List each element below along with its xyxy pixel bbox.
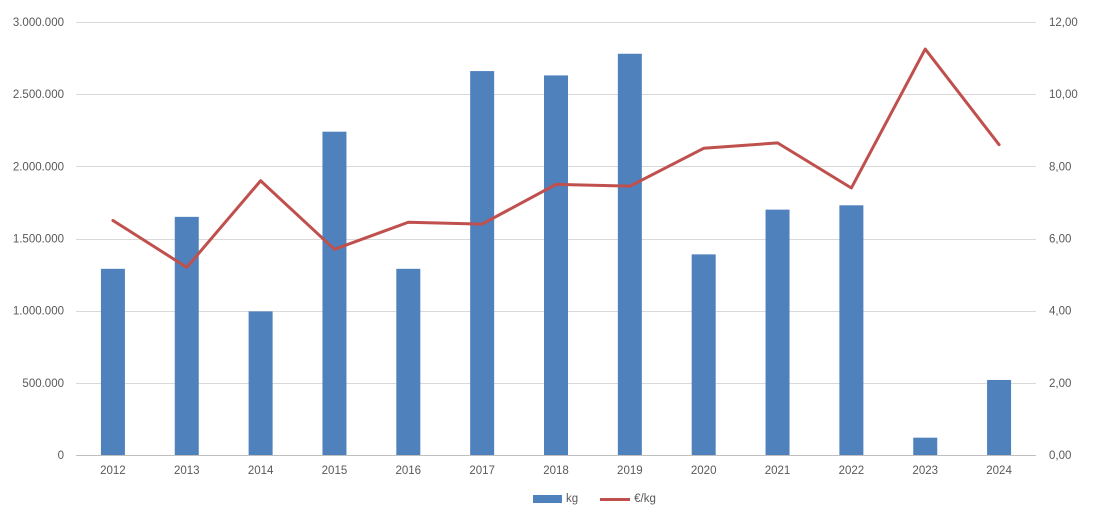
bar-2024 xyxy=(987,379,1012,455)
y-axis-right-tick-label: 6,00 xyxy=(1049,234,1071,246)
y-axis-left-tick-label: 500.000 xyxy=(22,378,64,390)
y-axis-left-tick-label: 2.500.000 xyxy=(13,89,64,101)
y-axis-left-tick-label: 2.000.000 xyxy=(13,161,64,173)
legend-item-kg: kg xyxy=(533,493,578,505)
x-axis-tick-label: 2022 xyxy=(839,465,865,477)
bar-2018 xyxy=(544,75,568,456)
x-axis-tick-label: 2012 xyxy=(100,465,126,477)
bar-2015 xyxy=(322,131,347,455)
bar-2021 xyxy=(765,209,790,455)
y-axis-left-tick-label: 1.000.000 xyxy=(13,306,64,318)
legend-label-eur-per-kg: €/kg xyxy=(634,493,656,505)
x-axis-tick-label: 2013 xyxy=(174,465,200,477)
y-axis-left-tick-label: 0 xyxy=(58,450,64,462)
x-axis-tick-label: 2017 xyxy=(469,465,495,477)
bar-2017 xyxy=(470,71,495,455)
bar-2014 xyxy=(248,311,273,455)
y-axis-left-tick-label: 3.000.000 xyxy=(13,17,64,29)
y-axis-right-tick-label: 4,00 xyxy=(1049,306,1071,318)
bar-2023 xyxy=(913,437,938,455)
x-axis-tick-label: 2018 xyxy=(543,465,569,477)
legend-bar-swatch xyxy=(533,495,562,503)
y-axis-right-tick-label: 2,00 xyxy=(1049,378,1071,390)
x-axis-tick-label: 2024 xyxy=(986,465,1012,477)
chart-legend: kg €/kg xyxy=(533,493,656,505)
y-axis-right-tick-label: 10,00 xyxy=(1049,89,1078,101)
x-axis-tick-label: 2016 xyxy=(396,465,422,477)
bar-2016 xyxy=(396,268,421,455)
x-axis-tick-label: 2020 xyxy=(691,465,717,477)
bar-2022 xyxy=(839,205,864,455)
y-axis-right-tick-label: 0,00 xyxy=(1049,450,1071,462)
x-axis-tick-label: 2019 xyxy=(617,465,643,477)
y-axis-left-tick-label: 1.500.000 xyxy=(13,234,64,246)
x-axis-tick-label: 2014 xyxy=(248,465,274,477)
legend-label-kg: kg xyxy=(566,493,579,505)
x-axis-tick-label: 2015 xyxy=(322,465,348,477)
bar-2019 xyxy=(617,53,642,456)
bar-2013 xyxy=(174,216,199,455)
y-axis-right-tick-label: 8,00 xyxy=(1049,161,1071,173)
bar-2012 xyxy=(100,268,125,455)
legend-line-swatch xyxy=(600,497,631,501)
price-line xyxy=(111,47,1001,269)
x-axis-tick-label: 2021 xyxy=(765,465,791,477)
bar-2020 xyxy=(691,254,716,455)
legend-item-eur-per-kg: €/kg xyxy=(600,493,656,505)
x-axis-tick-label: 2023 xyxy=(912,465,938,477)
y-axis-right-tick-label: 12,00 xyxy=(1049,17,1078,29)
